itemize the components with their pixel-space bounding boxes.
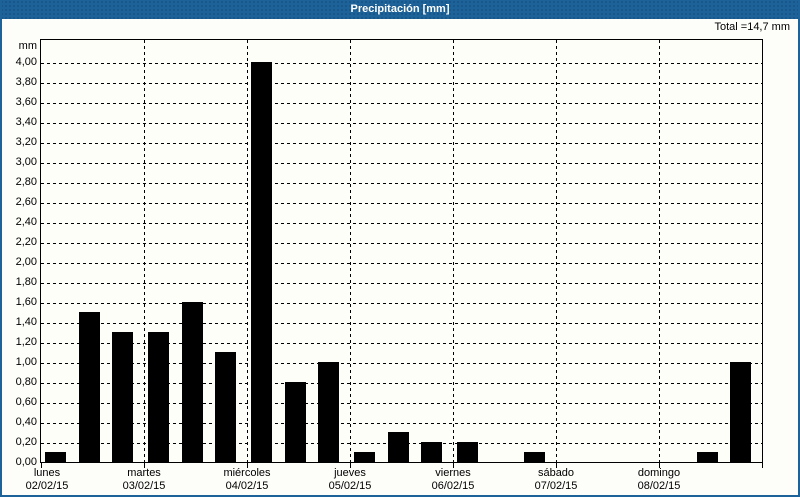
chart-title: Precipitación [mm] — [350, 3, 450, 15]
precipitation-bar — [421, 442, 442, 462]
y-axis-tick-label: 0,40 — [15, 416, 37, 428]
precipitation-bar — [182, 302, 203, 462]
day-name: domingo — [637, 467, 681, 479]
y-axis-tick-label: 3,20 — [15, 136, 37, 148]
day-label: viernes 06/02/15 — [405, 467, 501, 493]
plot-area — [40, 39, 763, 463]
day-gridline — [144, 40, 145, 462]
y-axis-tick-label: 3,60 — [15, 96, 37, 108]
precipitation-bar — [148, 332, 169, 462]
day-label: lunes 02/02/15 — [2, 467, 95, 493]
day-gridline — [453, 40, 454, 462]
y-axis-tick-label: 2,20 — [15, 236, 37, 248]
day-name: viernes — [435, 467, 471, 479]
precipitation-bar — [457, 442, 478, 462]
y-axis-tick-label: 1,80 — [15, 276, 37, 288]
y-axis-tick-label: 0,20 — [15, 436, 37, 448]
precipitation-bar — [215, 352, 236, 462]
y-axis-tick-label: 2,60 — [15, 196, 37, 208]
y-gridline — [41, 83, 762, 84]
precipitation-bar — [285, 382, 306, 462]
y-axis-tick-label: 3,40 — [15, 116, 37, 128]
precipitation-bar — [388, 432, 409, 462]
day-date: 03/02/15 — [122, 480, 166, 492]
day-label: martes 03/02/15 — [96, 467, 192, 493]
day-name: martes — [127, 467, 161, 479]
day-label: jueves 05/02/15 — [302, 467, 398, 493]
y-gridline — [41, 123, 762, 124]
day-date: 05/02/15 — [328, 480, 372, 492]
y-axis-tick-label: 0,80 — [15, 376, 37, 388]
day-label: domingo 08/02/15 — [611, 467, 707, 493]
y-gridline — [41, 183, 762, 184]
day-gridline — [247, 40, 248, 462]
y-axis-tick-label: 4,00 — [15, 56, 37, 68]
x-axis-tick — [659, 463, 660, 468]
y-axis-tick-label: 2,80 — [15, 176, 37, 188]
y-axis-tick-label: 2,40 — [15, 216, 37, 228]
y-gridline — [41, 103, 762, 104]
precipitation-bar — [730, 362, 751, 462]
precipitation-bar — [318, 362, 339, 462]
y-gridline — [41, 343, 762, 344]
precipitation-bar — [45, 452, 66, 462]
precipitation-bar — [697, 452, 718, 462]
x-axis-tick — [453, 463, 454, 468]
day-name: lunes — [33, 467, 61, 479]
y-gridline — [41, 363, 762, 364]
precipitation-bar — [524, 452, 545, 462]
y-axis-tick-label: 1,40 — [15, 316, 37, 328]
precipitation-bar — [112, 332, 133, 462]
y-gridline — [41, 223, 762, 224]
day-date: 06/02/15 — [431, 480, 475, 492]
y-gridline — [41, 383, 762, 384]
y-axis-tick-label: 1,60 — [15, 296, 37, 308]
day-date: 07/02/15 — [534, 480, 578, 492]
x-axis-tick — [556, 463, 557, 468]
day-gridline — [556, 40, 557, 462]
day-gridline — [350, 40, 351, 462]
y-gridline — [41, 403, 762, 404]
day-label: sábado 07/02/15 — [508, 467, 604, 493]
x-axis-tick — [350, 463, 351, 468]
x-axis-tick — [144, 463, 145, 468]
precipitation-bar — [251, 62, 272, 462]
day-date: 02/02/15 — [25, 480, 69, 492]
y-gridline — [41, 323, 762, 324]
day-name: jueves — [334, 467, 366, 479]
x-axis-tick — [247, 463, 248, 468]
y-gridline — [41, 243, 762, 244]
y-axis-tick-label: 1,20 — [15, 336, 37, 348]
precipitation-bar — [354, 452, 375, 462]
precipitation-bar — [79, 312, 100, 462]
y-axis-tick-label: 0,60 — [15, 396, 37, 408]
total-label: Total =14,7 mm — [714, 21, 790, 33]
y-axis-tick-label: 3,00 — [15, 156, 37, 168]
day-date: 04/02/15 — [225, 480, 269, 492]
day-date: 08/02/15 — [637, 480, 681, 492]
y-gridline — [41, 283, 762, 284]
y-gridline — [41, 263, 762, 264]
y-gridline — [41, 143, 762, 144]
day-gridline — [659, 40, 660, 462]
y-gridline — [41, 163, 762, 164]
y-gridline — [41, 63, 762, 64]
y-gridline — [41, 423, 762, 424]
y-axis-tick-label: 3,80 — [15, 76, 37, 88]
day-name: miércoles — [223, 467, 271, 479]
day-name: sábado — [537, 467, 575, 479]
y-axis-tick-label: 0,00 — [15, 456, 37, 468]
y-axis-unit-label: mm — [18, 40, 37, 52]
day-label: miércoles 04/02/15 — [199, 467, 295, 493]
y-gridline — [41, 303, 762, 304]
window-title-bar: Precipitación [mm] — [2, 0, 798, 19]
y-axis-tick-label: 2,00 — [15, 256, 37, 268]
y-axis-tick-label: 1,00 — [15, 356, 37, 368]
y-gridline — [41, 203, 762, 204]
x-axis-tick — [762, 463, 763, 468]
x-axis-tick — [41, 463, 42, 468]
